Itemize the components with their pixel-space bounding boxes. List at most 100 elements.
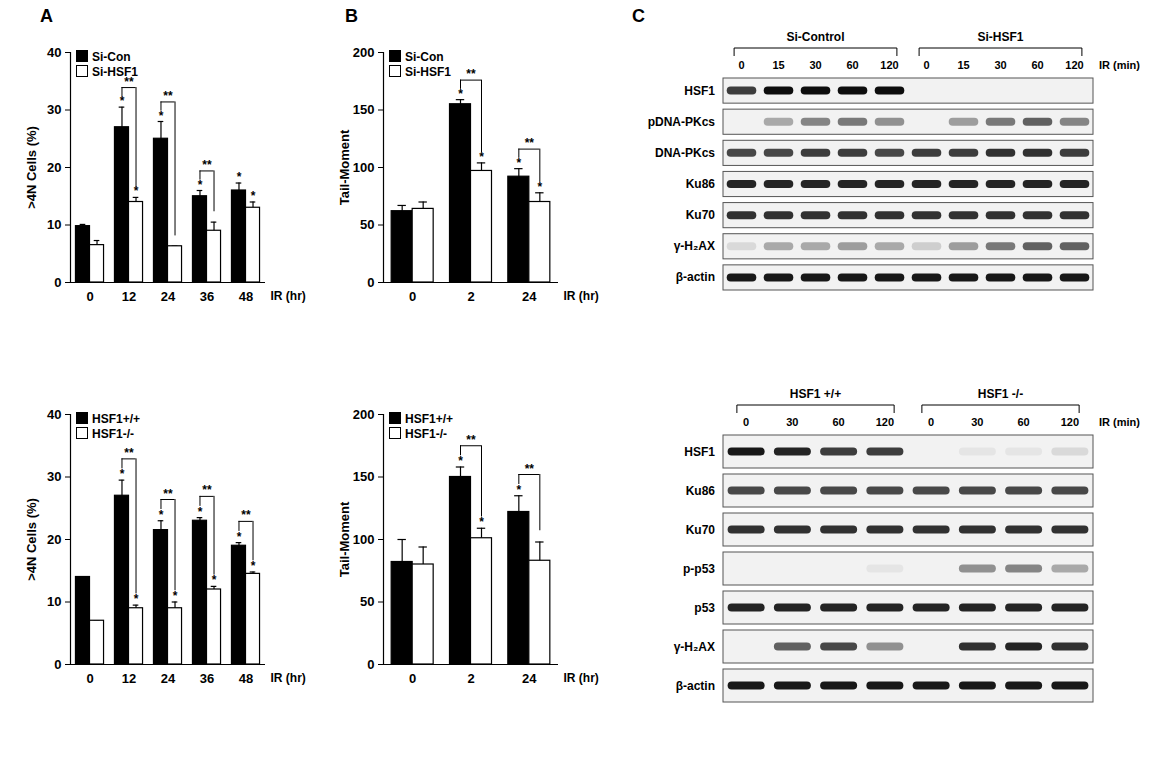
- svg-text:Tail-Moment: Tail-Moment: [337, 129, 352, 205]
- svg-text:pDNA-PKcs: pDNA-PKcs: [648, 115, 716, 129]
- svg-text:β-actin: β-actin: [676, 270, 715, 284]
- svg-text:24: 24: [522, 289, 537, 304]
- svg-text:Ku70: Ku70: [686, 208, 716, 222]
- svg-text:30: 30: [47, 469, 61, 484]
- svg-text:0: 0: [86, 289, 93, 304]
- svg-text:10: 10: [47, 594, 61, 609]
- svg-text:24: 24: [522, 671, 537, 686]
- svg-text:120: 120: [1065, 59, 1083, 71]
- svg-text:120: 120: [876, 416, 894, 428]
- svg-text:0: 0: [54, 275, 61, 290]
- svg-text:15: 15: [957, 59, 969, 71]
- svg-text:100: 100: [353, 532, 375, 547]
- svg-text:2: 2: [467, 671, 474, 686]
- svg-text:0: 0: [367, 657, 374, 672]
- svg-text:*: *: [458, 454, 463, 468]
- svg-text:Tail-Moment: Tail-Moment: [337, 501, 352, 577]
- svg-text:60: 60: [1018, 416, 1030, 428]
- svg-text:0: 0: [928, 416, 934, 428]
- svg-text:0: 0: [923, 59, 929, 71]
- svg-text:30: 30: [971, 416, 983, 428]
- svg-text:Si-Control: Si-Control: [787, 30, 845, 44]
- svg-text:**: **: [202, 158, 212, 172]
- svg-text:>4N Cells (%): >4N Cells (%): [24, 498, 39, 581]
- svg-text:p-p53: p-p53: [683, 562, 715, 576]
- svg-text:Ku70: Ku70: [686, 523, 716, 537]
- svg-text:40: 40: [47, 45, 61, 60]
- svg-text:*: *: [251, 559, 256, 573]
- svg-text:200: 200: [353, 45, 375, 60]
- svg-text:*: *: [479, 515, 484, 529]
- svg-text:12: 12: [122, 289, 136, 304]
- svg-text:**: **: [163, 89, 173, 103]
- svg-text:DNA-PKcs: DNA-PKcs: [655, 146, 715, 160]
- svg-text:20: 20: [47, 160, 61, 175]
- svg-text:0: 0: [367, 275, 374, 290]
- svg-text:0: 0: [54, 657, 61, 672]
- svg-text:*: *: [237, 530, 242, 544]
- svg-text:**: **: [202, 483, 212, 497]
- svg-text:*: *: [120, 467, 125, 481]
- svg-text:β-actin: β-actin: [676, 679, 715, 693]
- svg-text:IR (hr): IR (hr): [271, 289, 306, 303]
- svg-text:30: 30: [47, 102, 61, 117]
- svg-text:0: 0: [738, 59, 744, 71]
- svg-text:15: 15: [772, 59, 784, 71]
- svg-text:Ku86: Ku86: [686, 484, 716, 498]
- svg-text:0: 0: [409, 289, 416, 304]
- svg-text:24: 24: [161, 289, 176, 304]
- svg-text:12: 12: [122, 671, 136, 686]
- svg-text:50: 50: [360, 217, 374, 232]
- svg-text:**: **: [163, 487, 173, 501]
- svg-text:30: 30: [809, 59, 821, 71]
- svg-text:IR (hr): IR (hr): [564, 671, 599, 685]
- svg-text:48: 48: [239, 289, 253, 304]
- svg-text:60: 60: [1031, 59, 1043, 71]
- svg-text:200: 200: [353, 407, 375, 422]
- svg-text:**: **: [241, 508, 251, 522]
- svg-text:IR (hr): IR (hr): [271, 671, 306, 685]
- svg-text:10: 10: [47, 217, 61, 232]
- svg-text:2: 2: [467, 289, 474, 304]
- svg-text:Si-HSF1: Si-HSF1: [977, 30, 1023, 44]
- svg-text:150: 150: [353, 102, 375, 117]
- svg-text:*: *: [134, 592, 139, 606]
- svg-text:HSF1: HSF1: [684, 84, 715, 98]
- svg-text:>4N Cells (%): >4N Cells (%): [24, 126, 39, 209]
- svg-text:**: **: [124, 446, 134, 460]
- svg-text:p53: p53: [694, 601, 715, 615]
- svg-text:**: **: [466, 433, 476, 447]
- svg-text:0: 0: [409, 671, 416, 686]
- svg-text:*: *: [198, 505, 203, 519]
- svg-text:*: *: [251, 189, 256, 203]
- svg-text:150: 150: [353, 469, 375, 484]
- svg-text:20: 20: [47, 532, 61, 547]
- svg-text:*: *: [173, 589, 178, 603]
- svg-text:60: 60: [833, 416, 845, 428]
- svg-text:*: *: [159, 508, 164, 522]
- svg-text:Ku86: Ku86: [686, 177, 716, 191]
- svg-text:γ-H₂AX: γ-H₂AX: [674, 239, 715, 253]
- svg-text:IR (min): IR (min): [1099, 59, 1140, 71]
- svg-text:**: **: [466, 67, 476, 81]
- svg-text:γ-H₂AX: γ-H₂AX: [674, 640, 715, 654]
- svg-text:0: 0: [86, 671, 93, 686]
- svg-text:0: 0: [743, 416, 749, 428]
- svg-text:**: **: [525, 136, 535, 150]
- svg-text:30: 30: [786, 416, 798, 428]
- svg-text:IR (min): IR (min): [1099, 416, 1140, 428]
- svg-text:60: 60: [846, 59, 858, 71]
- svg-text:50: 50: [360, 594, 374, 609]
- svg-text:40: 40: [47, 407, 61, 422]
- svg-text:*: *: [237, 170, 242, 184]
- svg-text:HSF1 -/-: HSF1 -/-: [978, 387, 1023, 401]
- svg-text:**: **: [525, 462, 535, 476]
- svg-text:120: 120: [880, 59, 898, 71]
- svg-text:*: *: [212, 573, 217, 587]
- svg-text:*: *: [516, 483, 521, 497]
- svg-text:100: 100: [353, 160, 375, 175]
- svg-text:30: 30: [994, 59, 1006, 71]
- svg-text:36: 36: [200, 289, 214, 304]
- svg-text:IR (hr): IR (hr): [564, 289, 599, 303]
- svg-text:HSF1 +/+: HSF1 +/+: [790, 387, 841, 401]
